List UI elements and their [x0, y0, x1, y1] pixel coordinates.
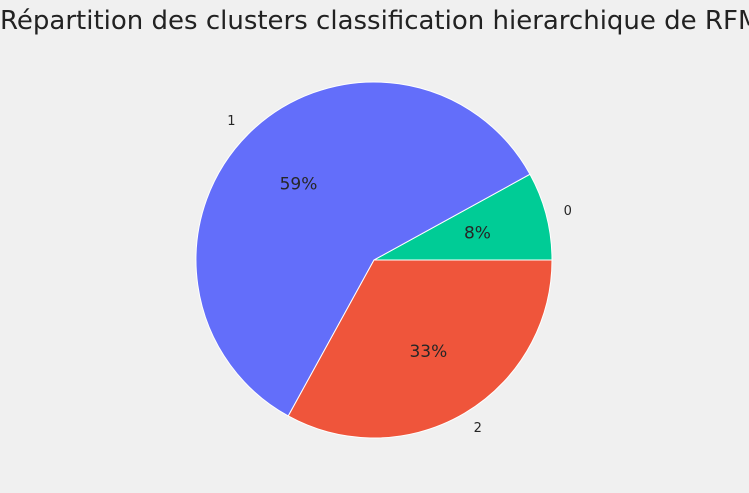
pie-slice-0 — [373, 173, 553, 261]
slice-label-0: 0 — [564, 204, 572, 219]
pie-slice-1 — [195, 81, 531, 417]
slice-percent-2: 33% — [409, 342, 447, 362]
slice-percent-1: 59% — [280, 174, 318, 194]
slice-percent-0: 8% — [464, 223, 491, 243]
chart-title: Répartition des clusters classification … — [0, 6, 749, 36]
slice-label-2: 2 — [474, 421, 482, 436]
slice-label-1: 1 — [227, 114, 235, 129]
pie-slice-2 — [287, 259, 553, 439]
